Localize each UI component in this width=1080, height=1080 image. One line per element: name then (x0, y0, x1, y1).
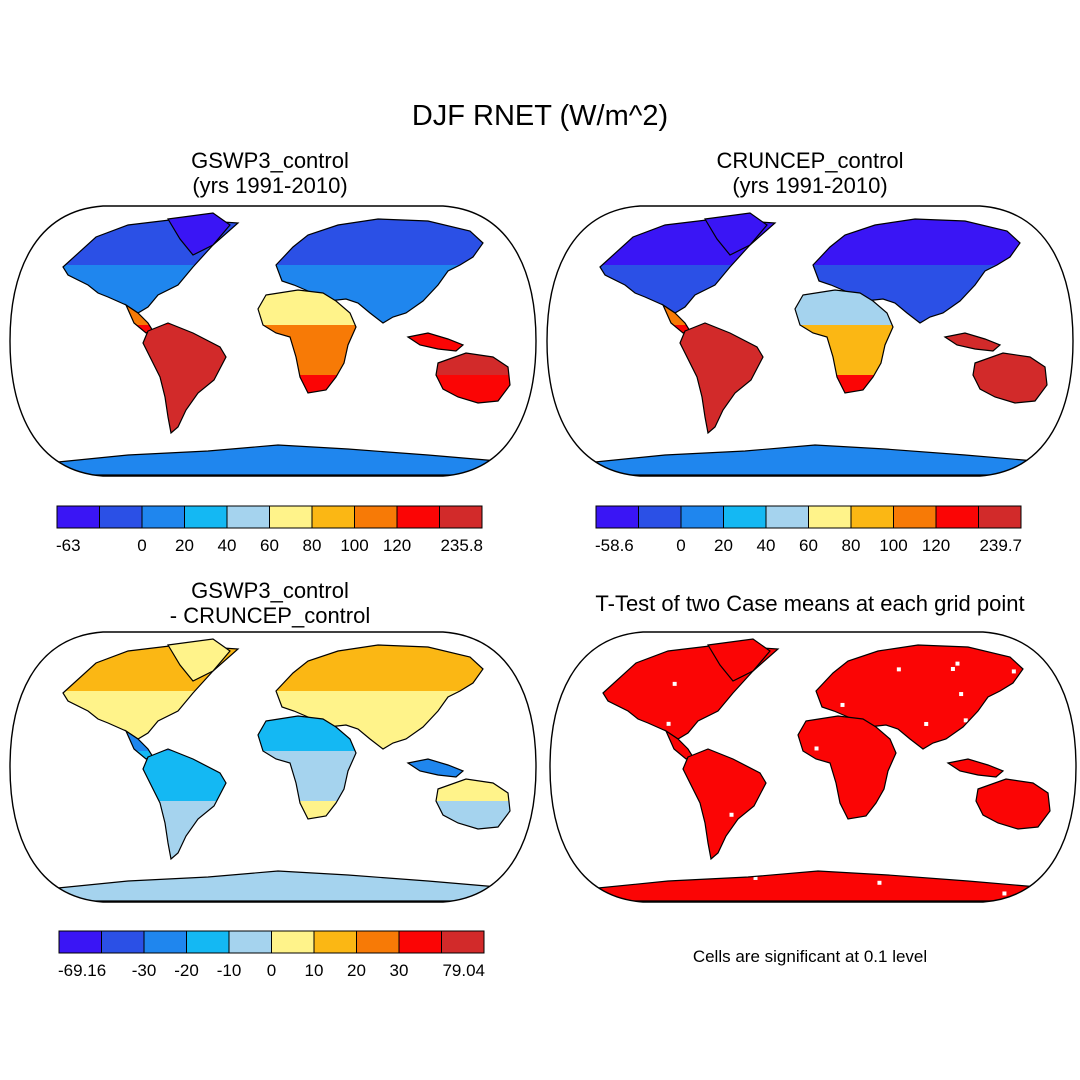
colorbar-tick-label: 79.04 (442, 961, 485, 980)
map-ttest-significance (549, 631, 1077, 903)
colorbar-swatch (354, 505, 398, 529)
colorbar-tick-label: 0 (137, 536, 146, 555)
colorbar-swatch (398, 930, 442, 954)
colorbar-swatch (893, 505, 937, 529)
colorbar-tick-label: -20 (174, 961, 199, 980)
region-africa (258, 290, 356, 393)
colorbar-swatch (141, 505, 185, 529)
panel-title-ttest: T-Test of two Case means at each grid po… (595, 591, 1025, 616)
colorbar-swatch (269, 505, 313, 529)
colorbar-swatch (226, 505, 270, 529)
significance-note: Cells are significant at 0.1 level (692, 947, 928, 966)
panel-title-line2: - CRUNCEP_control (169, 603, 371, 628)
colorbar-swatch (441, 930, 485, 954)
colorbar-cruncep: -58.6 0 20 40 60 80 100 120 239.7 (595, 505, 1022, 555)
panel-title-line2: (yrs 1991-2010) (732, 173, 888, 198)
colorbar-tick-label: 60 (799, 536, 818, 555)
colorbar-swatch (978, 505, 1022, 529)
panel-title-difference: GSWP3_control - CRUNCEP_control (10, 578, 530, 628)
colorbar-swatch (765, 505, 809, 529)
colorbar-swatch (850, 505, 894, 529)
colorbar-swatch (595, 505, 639, 529)
colorbar-swatch (638, 505, 682, 529)
map-gswp3-control (9, 205, 537, 477)
colorbar-swatch (56, 505, 100, 529)
panel-title-line1: CRUNCEP_control (716, 148, 904, 173)
map-outline (9, 631, 537, 903)
colorbar-tick-label: 120 (383, 536, 411, 555)
colorbar-tick-label: 120 (922, 536, 950, 555)
colorbar-swatch (99, 505, 143, 529)
colorbar-tick-label: 60 (260, 536, 279, 555)
colorbar-swatch (184, 505, 228, 529)
map-outline (9, 205, 537, 477)
colorbar-tick-label: 10 (305, 961, 324, 980)
colorbar-difference: -69.16 -30 -20 -10 0 10 20 30 79.04 (58, 930, 485, 980)
colorbar-swatch (439, 505, 483, 529)
colorbar-swatch (935, 505, 979, 529)
colorbar-swatch (723, 505, 767, 529)
colorbar-tick-label: 100 (879, 536, 907, 555)
colorbar-tick-label: 0 (676, 536, 685, 555)
colorbar-swatch (186, 930, 230, 954)
colorbar-tick-label: -10 (217, 961, 242, 980)
colorbar-tick-label: 20 (347, 961, 366, 980)
region-eurasia (276, 219, 483, 323)
panel-title-cruncep: CRUNCEP_control (yrs 1991-2010) (550, 148, 1070, 198)
colorbar-tick-label: -69.16 (58, 961, 106, 980)
panel-title-line1: GSWP3_control (191, 148, 349, 173)
colorbar-tick-label: 40 (757, 536, 776, 555)
colorbar-tick-label: -30 (132, 961, 157, 980)
colorbar-swatch (313, 930, 357, 954)
figure-title: DJF RNET (W/m^2) (411, 100, 669, 132)
region-eurasia (813, 219, 1020, 323)
colorbar-tick-label: 80 (303, 536, 322, 555)
colorbar-gswp3: -63 0 20 40 60 80 100 120 235.8 (56, 505, 483, 555)
colorbar-swatch (143, 930, 187, 954)
map-outline (546, 205, 1074, 477)
colorbar-swatch (396, 505, 440, 529)
panel-title-gswp3: GSWP3_control (yrs 1991-2010) (10, 148, 530, 198)
map-outline (549, 631, 1077, 903)
colorbar-swatch (228, 930, 272, 954)
colorbar-swatch (271, 930, 315, 954)
colorbar-tick-label: 100 (340, 536, 368, 555)
colorbar-tick-label: 239.7 (979, 536, 1022, 555)
colorbar-tick-label: 80 (842, 536, 861, 555)
colorbar-tick-label: 20 (714, 536, 733, 555)
colorbar-tick-label: -63 (56, 536, 81, 555)
colorbar-tick-label: 235.8 (440, 536, 483, 555)
colorbar-tick-label: 0 (267, 961, 276, 980)
panel-title-line1: GSWP3_control (191, 578, 349, 603)
colorbar-tick-label: 20 (175, 536, 194, 555)
colorbar-swatch (311, 505, 355, 529)
region-africa (795, 290, 893, 393)
colorbar-swatch (680, 505, 724, 529)
colorbar-tick-label: 30 (390, 961, 409, 980)
map-cruncep-control (546, 205, 1074, 477)
colorbar-swatch (58, 930, 102, 954)
colorbar-tick-label: 40 (218, 536, 237, 555)
panel-title-line2: (yrs 1991-2010) (192, 173, 348, 198)
map-difference (9, 631, 537, 903)
colorbar-swatch (356, 930, 400, 954)
colorbar-tick-label: -58.6 (595, 536, 634, 555)
colorbar-swatch (808, 505, 852, 529)
colorbar-swatch (101, 930, 145, 954)
region-eurasia (276, 645, 483, 749)
region-africa (258, 716, 356, 819)
